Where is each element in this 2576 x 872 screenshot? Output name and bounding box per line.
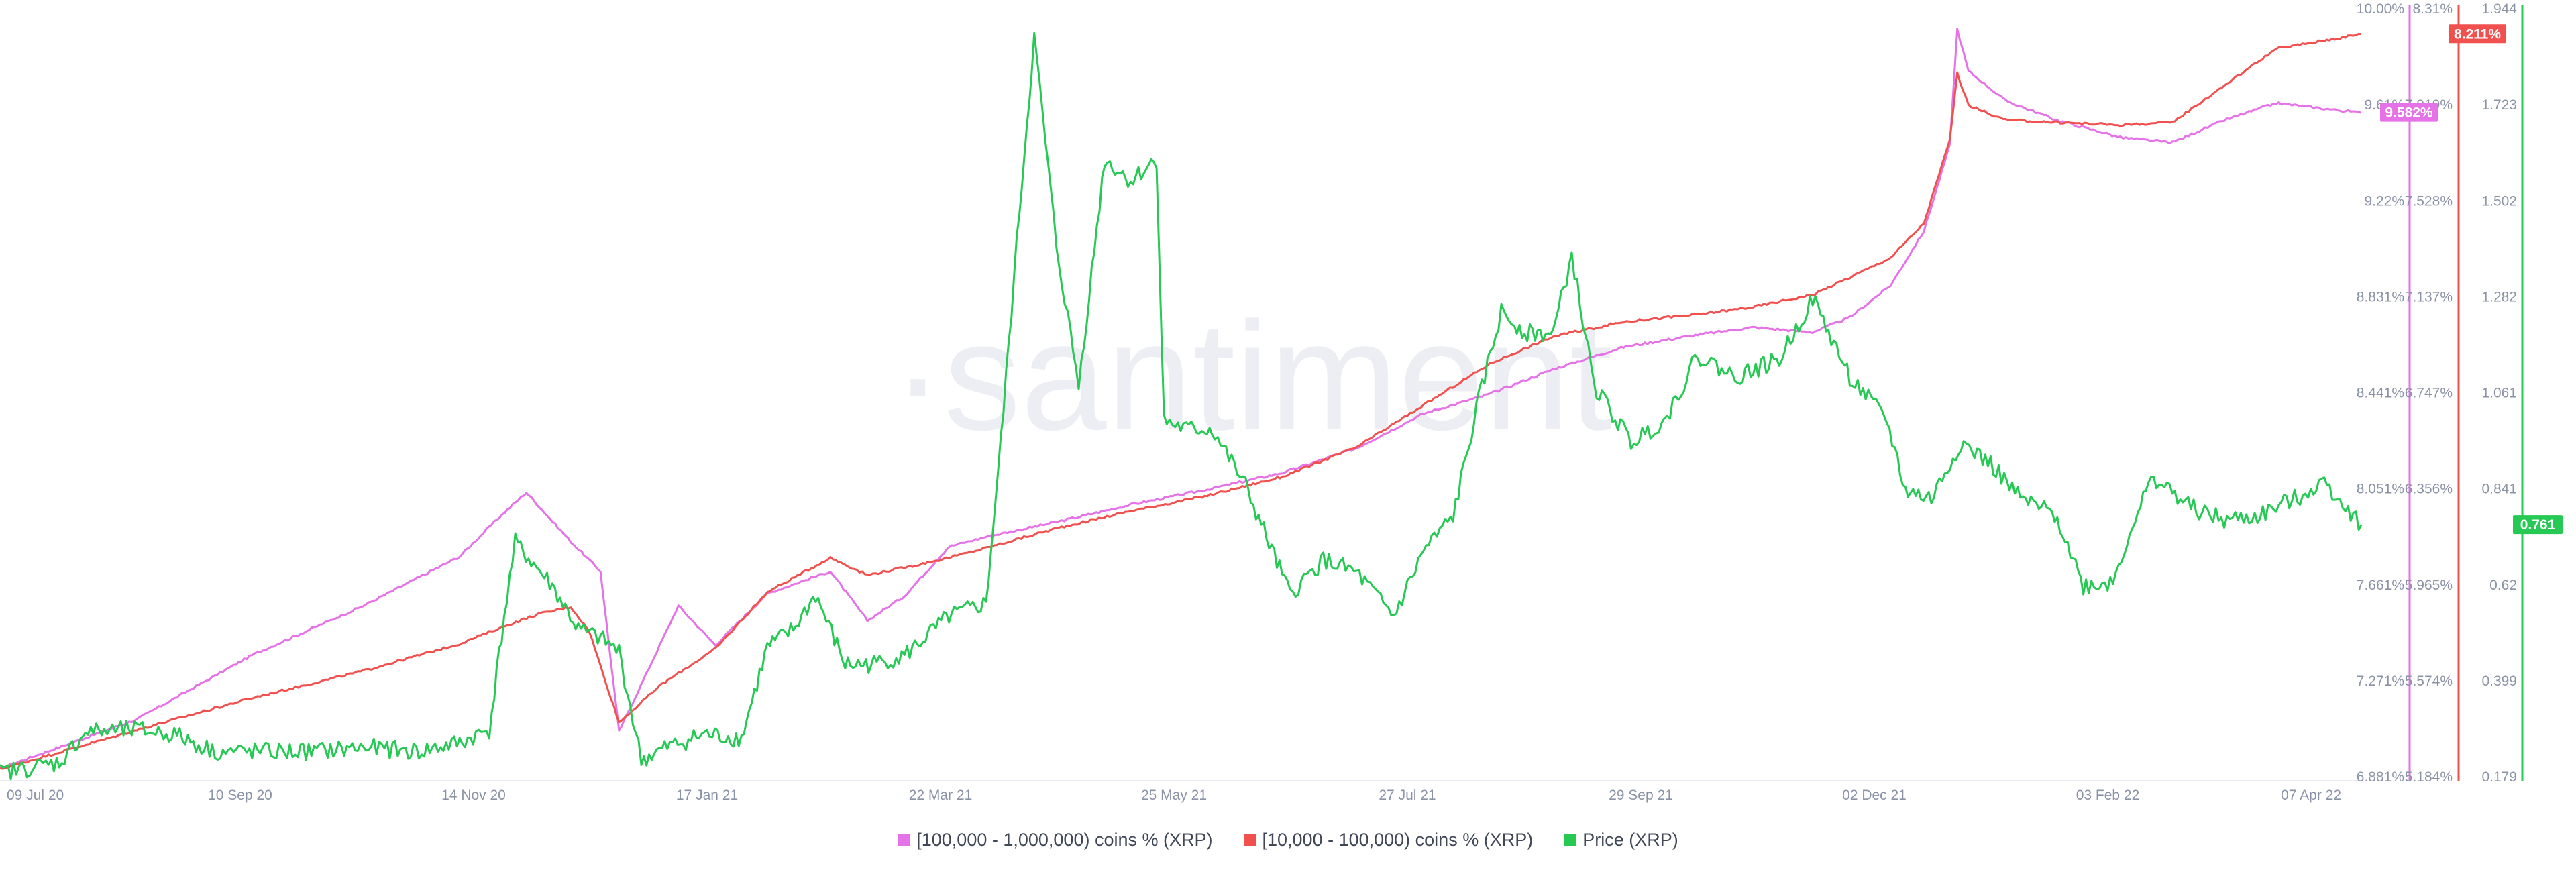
y-tick-label-pink: 6.881%: [2357, 769, 2404, 785]
x-tick-label: 14 Nov 20: [441, 787, 506, 803]
x-tick-label: 03 Feb 22: [2076, 787, 2140, 803]
x-tick-label: 17 Jan 21: [676, 787, 738, 803]
legend-label: [100,000 - 1,000,000) coins % (XRP): [916, 829, 1213, 850]
legend-swatch-pink: [898, 834, 910, 846]
value-badge-text-red: 8.211%: [2454, 26, 2501, 42]
y-tick-label-green: 0.179: [2481, 769, 2517, 785]
y-tick-label-green: 1.282: [2481, 289, 2517, 305]
y-tick-label-green: 0.62: [2489, 578, 2517, 593]
y-tick-label-green: 1.944: [2481, 1, 2517, 17]
y-tick-label-red: 7.528%: [2405, 193, 2453, 209]
value-badges: 9.582% 8.211% 0.761: [2380, 24, 2563, 535]
series-line-red: [0, 32, 2362, 770]
x-tick-label: 10 Sep 20: [208, 787, 272, 803]
y-tick-label-red: 5.184%: [2405, 769, 2453, 785]
x-tick-label: 29 Sep 21: [1609, 787, 1673, 803]
y-tick-label-red: 5.574%: [2405, 673, 2453, 689]
legend-label: [10,000 - 100,000) coins % (XRP): [1262, 829, 1534, 850]
y-tick-label-red: 6.356%: [2405, 482, 2453, 497]
legend-item-price[interactable]: Price (XRP): [1564, 830, 1678, 851]
y-tick-label-red: 8.31%: [2412, 1, 2453, 17]
y-tick-label-pink: 9.22%: [2364, 193, 2404, 209]
y-tick-label-pink: 8.051%: [2357, 482, 2404, 497]
x-tick-label: 25 May 21: [1141, 787, 1207, 803]
value-badge-red: [2449, 24, 2506, 44]
y-tick-label-green: 0.841: [2481, 482, 2517, 497]
x-axis-ticks: 09 Jul 20 10 Sep 20 14 Nov 20 17 Jan 21 22 M…: [7, 787, 2341, 803]
x-tick-label: 27 Jul 21: [1379, 787, 1436, 803]
legend: [100,000 - 1,000,000) coins % (XRP) [10,…: [0, 825, 2576, 855]
x-tick-label: 02 Dec 21: [1842, 787, 1907, 803]
chart: ·santiment 09 Jul 20 10 Sep 20 14 Nov 20 17…: [0, 1, 2563, 803]
value-badge-text-pink: 9.582%: [2385, 105, 2433, 121]
legend-label: Price (XRP): [1582, 829, 1678, 850]
value-badge-green: [2513, 515, 2563, 535]
y-tick-label-green: 1.061: [2481, 386, 2517, 401]
series-lines: [0, 28, 2363, 781]
series-line-green: [0, 32, 2363, 781]
y-tick-label-green: 1.723: [2481, 97, 2517, 113]
y-tick-label-pink: 8.441%: [2357, 386, 2404, 401]
y-tick-label-red: 6.747%: [2405, 386, 2453, 401]
x-tick-label: 07 Apr 22: [2281, 787, 2341, 803]
legend-item-10k-100k[interactable]: [10,000 - 100,000) coins % (XRP): [1243, 829, 1534, 851]
x-tick-label: 09 Jul 20: [7, 787, 64, 803]
y-tick-label-pink: 7.661%: [2357, 578, 2404, 593]
y-tick-label-pink: 10.00%: [2357, 1, 2404, 17]
y-tick-label-red: 7.137%: [2405, 289, 2453, 305]
y-tick-label-green: 0.399: [2481, 673, 2517, 689]
series-line-pink: [0, 28, 2362, 769]
y-tick-label-pink: 8.831%: [2357, 289, 2404, 305]
y-tick-label-pink: 7.271%: [2357, 673, 2404, 689]
y-tick-label-red: 5.965%: [2405, 578, 2453, 593]
legend-swatch-red: [1243, 834, 1256, 846]
y-tick-label-green: 1.502: [2481, 193, 2517, 209]
x-tick-label: 22 Mar 21: [909, 787, 973, 803]
value-badge-text-green: 0.761: [2520, 517, 2556, 533]
legend-swatch-green: [1564, 834, 1576, 846]
value-badge-pink: [2380, 103, 2438, 122]
legend-item-100k-1m[interactable]: [100,000 - 1,000,000) coins % (XRP): [898, 829, 1213, 851]
